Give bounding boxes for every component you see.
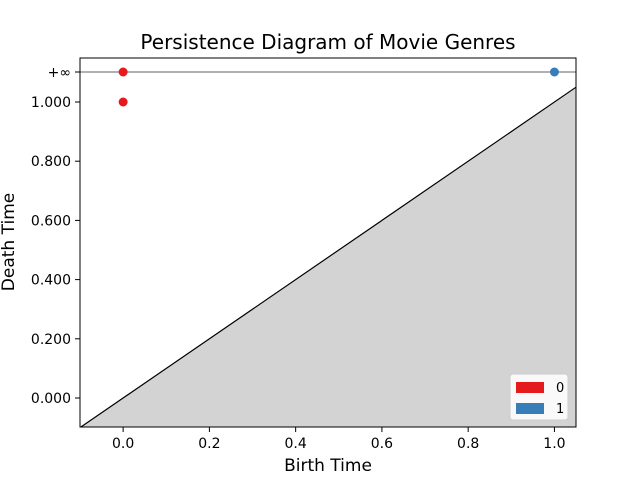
x-axis-ticks: 0.0 0.2 0.4 0.6 0.8 1.0	[112, 427, 566, 452]
diagonal-line	[80, 86, 576, 427]
legend: 01	[509, 373, 569, 421]
y-axis-ticks: 0.000 0.200 0.400 0.600 0.800 1.000 +∞	[31, 65, 80, 407]
x-tick-label-4: 0.8	[457, 436, 479, 452]
x-axis-label: Birth Time	[284, 456, 372, 476]
plot-area	[80, 67, 576, 427]
y-tick-label-2: 0.400	[31, 273, 71, 289]
below-diagonal-region	[80, 87, 576, 427]
y-tick-label-3: 0.600	[31, 213, 71, 229]
y-tick-label-0: 0.000	[31, 391, 71, 407]
plot-frame	[79, 57, 577, 428]
y-tick-label-4: 0.800	[31, 154, 71, 170]
x-tick-label-5: 1.0	[543, 436, 565, 452]
points-layer	[118, 67, 559, 107]
y-tick-label-infinity: +∞	[48, 65, 71, 81]
point-series-0-0	[118, 97, 128, 107]
point-series-1-0	[549, 67, 559, 77]
x-tick-label-2: 0.4	[285, 436, 307, 452]
x-tick-label-3: 0.6	[371, 436, 393, 452]
legend-label-1: 1	[556, 402, 564, 417]
y-tick-label-1: 0.200	[31, 332, 71, 348]
y-tick-label-5: 1.000	[31, 95, 71, 111]
chart-title: Persistence Diagram of Movie Genres	[140, 30, 515, 54]
legend-label-0: 0	[556, 381, 564, 396]
x-tick-label-1: 0.2	[198, 436, 220, 452]
legend-swatch-1	[516, 403, 544, 414]
legend-swatch-0	[516, 382, 544, 393]
point-series-0-1	[118, 67, 128, 77]
x-tick-label-0: 0.0	[112, 436, 134, 452]
y-axis-label: Death Time	[0, 193, 19, 291]
